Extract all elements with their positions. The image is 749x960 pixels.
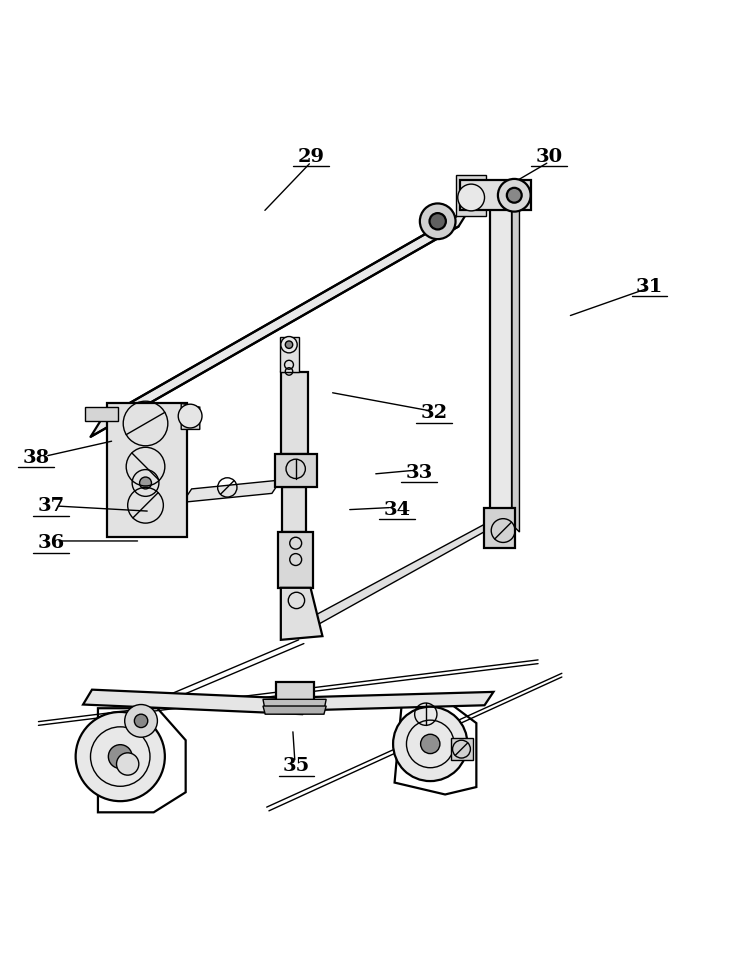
Polygon shape xyxy=(282,488,306,532)
Polygon shape xyxy=(263,699,326,710)
Circle shape xyxy=(134,714,148,728)
Polygon shape xyxy=(183,480,281,502)
Circle shape xyxy=(458,184,485,211)
Text: 37: 37 xyxy=(37,497,64,515)
Polygon shape xyxy=(85,407,118,420)
Circle shape xyxy=(76,712,165,802)
Polygon shape xyxy=(276,683,314,709)
Circle shape xyxy=(421,734,440,754)
Text: 34: 34 xyxy=(383,501,410,518)
Text: 36: 36 xyxy=(37,534,64,552)
Circle shape xyxy=(420,204,455,239)
Polygon shape xyxy=(83,689,312,714)
Text: 38: 38 xyxy=(22,448,49,467)
Polygon shape xyxy=(311,514,505,629)
Circle shape xyxy=(109,745,132,768)
Circle shape xyxy=(507,188,522,203)
Text: 30: 30 xyxy=(536,148,562,166)
Polygon shape xyxy=(300,692,494,710)
Text: 31: 31 xyxy=(636,277,664,296)
Text: 33: 33 xyxy=(405,464,433,482)
Circle shape xyxy=(281,337,297,353)
Circle shape xyxy=(139,477,151,489)
Circle shape xyxy=(124,705,157,737)
Polygon shape xyxy=(280,337,299,372)
Polygon shape xyxy=(281,372,308,454)
Text: 35: 35 xyxy=(283,757,310,776)
Polygon shape xyxy=(456,175,486,216)
Polygon shape xyxy=(490,194,512,524)
Circle shape xyxy=(285,341,293,348)
Circle shape xyxy=(429,213,446,229)
Polygon shape xyxy=(263,706,326,714)
Circle shape xyxy=(178,404,202,428)
Polygon shape xyxy=(484,508,515,548)
Circle shape xyxy=(498,179,530,211)
Polygon shape xyxy=(490,194,520,202)
Circle shape xyxy=(393,707,467,781)
Polygon shape xyxy=(278,532,313,588)
Polygon shape xyxy=(91,208,470,437)
Polygon shape xyxy=(281,588,323,640)
Polygon shape xyxy=(107,403,187,538)
Polygon shape xyxy=(275,454,317,488)
Text: 29: 29 xyxy=(298,148,325,166)
Polygon shape xyxy=(451,738,473,760)
Polygon shape xyxy=(460,180,530,210)
Text: 32: 32 xyxy=(420,404,448,422)
Polygon shape xyxy=(181,403,200,429)
Circle shape xyxy=(117,753,139,775)
Polygon shape xyxy=(512,194,520,532)
